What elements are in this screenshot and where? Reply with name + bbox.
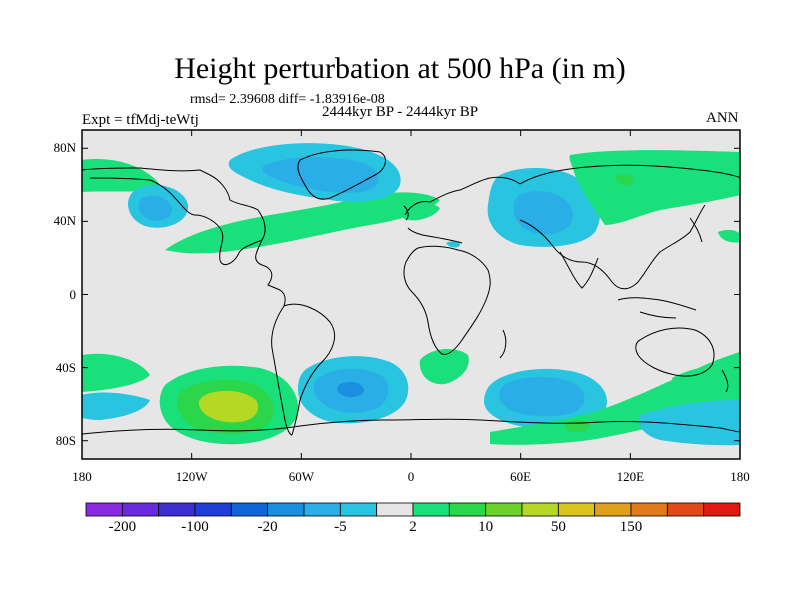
contour-green-nw-pacific-east (718, 229, 740, 243)
contour-blue-southern-indian-mid (499, 376, 585, 417)
coastline-north-america (82, 167, 286, 307)
colorbar-swatch (666, 502, 705, 517)
contour-blue-greenland-core (262, 157, 379, 193)
coastline-madagascar (499, 329, 507, 359)
contour-fields (82, 143, 740, 446)
y-tick-label: 40N (53, 213, 76, 229)
period-label: 2444kyr BP - 2444kyr BP (322, 104, 479, 120)
coastline-indonesia (617, 297, 697, 319)
colorbar-tick-label: 150 (619, 519, 643, 535)
coastline-india (559, 251, 599, 289)
colorbar-tick-label: -100 (181, 519, 209, 535)
map-ticks (81, 130, 741, 459)
colorbar-swatch (630, 502, 668, 517)
coastline-new-zealand (721, 369, 729, 393)
contour-blue-south-atlantic-core (337, 382, 364, 398)
y-tick-label: 80S (55, 432, 76, 448)
contour-yellowgreen-southeast-pacific (198, 390, 259, 423)
coastline-africa (403, 245, 491, 355)
contour-green-nw-pacific (82, 159, 160, 192)
coastlines (82, 149, 740, 436)
colorbar-swatch (703, 502, 741, 517)
colorbar-tick-label: -200 (108, 519, 137, 535)
season-label: ANN (706, 110, 739, 126)
colorbar-tick-label: 2 (409, 519, 417, 535)
colorbar-swatch (85, 502, 123, 517)
colorbar-tick-label: 50 (550, 519, 566, 535)
colorbar-swatch (267, 502, 305, 517)
colorbar-swatch (121, 502, 160, 517)
colorbar-swatch (594, 502, 632, 517)
colorbar-swatch (303, 502, 341, 517)
colorbar-swatch (194, 502, 232, 517)
rmsd-stats: rmsd= 2.39608 diff= -1.83916e-08 (190, 92, 385, 107)
colorbar-tick-label: 10 (478, 519, 494, 535)
contour-blue-sw-pacific (82, 392, 150, 420)
coastline-australia (635, 327, 715, 377)
colorbar-tick-label: -5 (334, 519, 347, 535)
contour-blue-sw-indian-coast (638, 400, 740, 446)
colorbar-swatch (521, 502, 559, 517)
x-tick-label: 60E (510, 469, 532, 484)
x-tick-label: 120W (175, 469, 208, 484)
y-tick-label: 80N (53, 140, 76, 156)
contour-green-southern-ocean-band (490, 352, 740, 445)
x-tick-label: 180 (730, 469, 750, 484)
y-tick-label: 40S (55, 359, 76, 375)
y-tick-label: 0 (69, 286, 77, 302)
colorbar-swatch (448, 502, 487, 517)
x-tick-label: 0 (407, 469, 415, 484)
colorbar-swatch (485, 502, 523, 517)
contour-green-tasman (672, 362, 740, 392)
colorbar-tick-label: -20 (257, 519, 278, 535)
x-tick-label: 60W (288, 469, 314, 484)
colorbar-swatch (339, 502, 378, 517)
plot-title: Height perturbation at 500 hPa (in m) (174, 52, 626, 85)
coastline-south-america (271, 303, 335, 436)
colorbar-swatch (230, 502, 269, 517)
coastline-uk (403, 205, 409, 221)
colorbar-swatch (158, 502, 196, 517)
contour-blue-mediterranean (446, 241, 460, 248)
contour-green-north-america (165, 192, 440, 254)
coastline-greenland (297, 149, 386, 200)
contour-blue-ne-pacific-core (138, 195, 172, 221)
contour-green-south-africa (419, 348, 469, 385)
contour-green-north-atlantic (398, 201, 440, 221)
contour-green-south-pacific (82, 353, 150, 392)
colorbar-swatch (557, 502, 596, 517)
contour-green-dot-siberia (615, 174, 634, 186)
coastline-europe (404, 176, 521, 244)
coastline-japan (689, 217, 703, 243)
experiment-label: Expt = tfMdj-teWtj (82, 112, 199, 128)
coastline-antarctica (82, 418, 740, 435)
contour-green-siberia (569, 150, 740, 225)
coastline-asia (519, 164, 740, 290)
x-tick-label: 180 (72, 469, 92, 484)
colorbar-swatch (376, 502, 414, 517)
colorbar-swatch (412, 502, 450, 517)
x-tick-label: 120E (616, 469, 645, 484)
contour-blue-eurasia-core (513, 191, 574, 235)
colorbar (85, 502, 741, 517)
